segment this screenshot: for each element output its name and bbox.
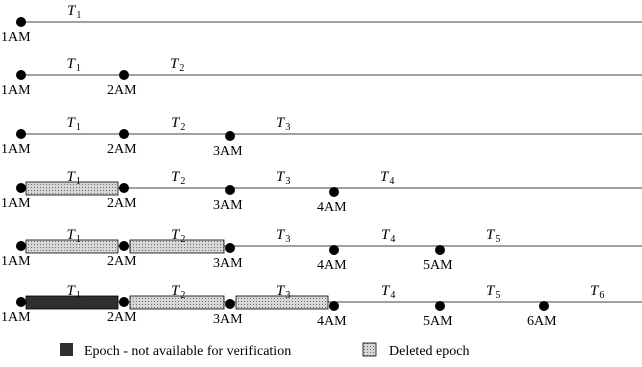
- time-point: [119, 183, 129, 193]
- time-label: 2AM: [107, 310, 137, 325]
- epoch-label: T2: [171, 115, 185, 133]
- epoch-label: T1: [67, 3, 81, 21]
- epoch-label: T4: [381, 227, 395, 245]
- time-label: 1AM: [1, 83, 31, 98]
- epoch-box-deleted: [129, 239, 225, 254]
- epoch-label: T1: [67, 169, 81, 187]
- time-label: 1AM: [1, 196, 31, 211]
- time-point: [329, 187, 339, 197]
- time-label: 3AM: [213, 144, 243, 159]
- time-label: 1AM: [1, 310, 31, 325]
- timeline-row: 1AM T1: [1, 3, 642, 45]
- time-point: [225, 243, 235, 253]
- time-label: 2AM: [107, 254, 137, 269]
- legend: Epoch - not available for verification D…: [60, 342, 469, 359]
- epoch-label: T2: [171, 283, 185, 301]
- timeline-rows: 1AM T1 1AM 2AM T1 T2 1AM 2AM 3AM T1 T2 T3 1AM 2AM 3AM 4…: [1, 3, 642, 329]
- time-point: [16, 183, 26, 193]
- epoch-label: T2: [170, 56, 184, 74]
- time-point: [225, 131, 235, 141]
- time-point: [16, 241, 26, 251]
- epoch-label: T4: [380, 169, 394, 187]
- time-point: [539, 301, 549, 311]
- time-point: [329, 301, 339, 311]
- time-point: [119, 241, 129, 251]
- timeline-row: 1AM 2AM 3AM 4AM T1 T2 T3 T4: [1, 169, 642, 215]
- epoch-label: T3: [276, 169, 290, 187]
- epoch-label: T1: [67, 115, 81, 133]
- epoch-label: T1: [67, 227, 81, 245]
- epoch-label: T5: [486, 227, 500, 245]
- time-label: 3AM: [213, 256, 243, 271]
- epoch-label: T5: [486, 283, 500, 301]
- epoch-box-deleted: [25, 181, 119, 196]
- epoch-label: T3: [276, 115, 290, 133]
- timeline-row: 1AM 2AM 3AM 4AM 5AM 6AM T1 T2 T3 T4 T5 T6: [1, 283, 642, 329]
- time-label: 4AM: [317, 258, 347, 273]
- time-point: [16, 70, 26, 80]
- time-point: [329, 245, 339, 255]
- time-point: [119, 129, 129, 139]
- time-label: 2AM: [107, 142, 137, 157]
- time-label: 4AM: [317, 314, 347, 329]
- legend-swatch-not-available: [60, 343, 73, 356]
- timeline-row: 1AM 2AM 3AM 4AM 5AM T1 T2 T3 T4 T5: [1, 227, 642, 273]
- time-point: [16, 129, 26, 139]
- time-point: [119, 297, 129, 307]
- time-point: [225, 299, 235, 309]
- time-point: [16, 17, 26, 27]
- time-label: 2AM: [107, 196, 137, 211]
- epoch-box-deleted: [25, 239, 119, 254]
- epoch-label: T2: [171, 169, 185, 187]
- time-point: [435, 245, 445, 255]
- time-label: 1AM: [1, 30, 31, 45]
- epoch-label: T1: [67, 56, 81, 74]
- time-label: 3AM: [213, 198, 243, 213]
- epoch-label: T3: [276, 283, 290, 301]
- time-label: 5AM: [423, 258, 453, 273]
- time-point: [435, 301, 445, 311]
- epoch-label: T1: [67, 283, 81, 301]
- time-point: [225, 185, 235, 195]
- timeline-row: 1AM 2AM T1 T2: [1, 56, 642, 98]
- time-label: 2AM: [107, 83, 137, 98]
- time-point: [16, 297, 26, 307]
- epoch-box-deleted: [129, 295, 225, 310]
- time-label: 4AM: [317, 200, 347, 215]
- epoch-label: T3: [276, 227, 290, 245]
- time-point: [119, 70, 129, 80]
- legend-label-not-available: Epoch - not available for verification: [84, 344, 291, 359]
- legend-swatch-deleted: [362, 342, 377, 357]
- time-label: 5AM: [423, 314, 453, 329]
- epoch-label: T6: [590, 283, 604, 301]
- timeline-row: 1AM 2AM 3AM T1 T2 T3: [1, 115, 642, 159]
- time-label: 1AM: [1, 142, 31, 157]
- time-label: 1AM: [1, 254, 31, 269]
- epoch-label: T4: [381, 283, 395, 301]
- time-label: 6AM: [527, 314, 557, 329]
- time-label: 3AM: [213, 312, 243, 327]
- epoch-box-deleted: [235, 295, 329, 310]
- legend-label-deleted: Deleted epoch: [389, 344, 469, 359]
- epoch-box-not-available: [25, 295, 119, 310]
- epoch-label: T2: [171, 227, 185, 245]
